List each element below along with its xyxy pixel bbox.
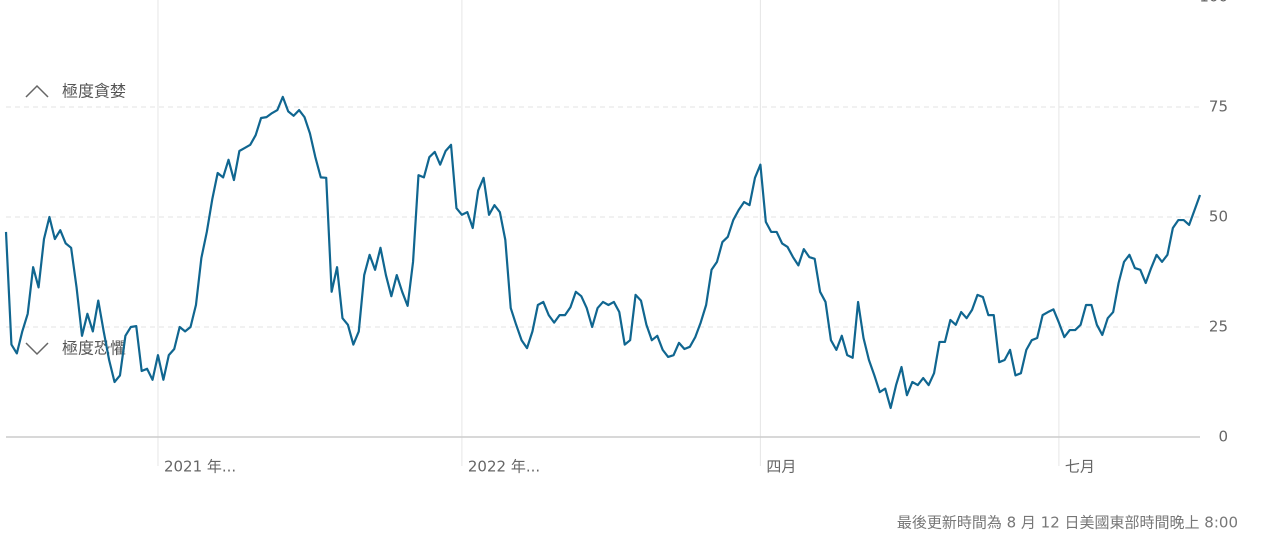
greed-chevron <box>25 84 49 98</box>
fear-chevron <box>25 342 49 356</box>
y-tick-label: 0 <box>1218 428 1228 446</box>
x-tick-label: 四月 <box>766 458 796 476</box>
x-tick-label: 2021 年... <box>164 458 236 476</box>
y-tick-label: 100 <box>1199 0 1228 6</box>
y-tick-label: 75 <box>1209 98 1228 116</box>
fear-label: 極度恐懼 <box>62 339 126 358</box>
y-tick-label: 50 <box>1209 208 1228 226</box>
series-line <box>4 95 1202 410</box>
footer: 最後更新時間為 8 月 12 日美國東部時間晚上 8:00 <box>897 514 1238 532</box>
x-tick-label: 七月 <box>1065 458 1095 476</box>
y-tick-label: 25 <box>1209 318 1228 336</box>
greed-label: 極度貪婪 <box>62 82 126 101</box>
x-tick-label: 2022 年... <box>468 458 540 476</box>
